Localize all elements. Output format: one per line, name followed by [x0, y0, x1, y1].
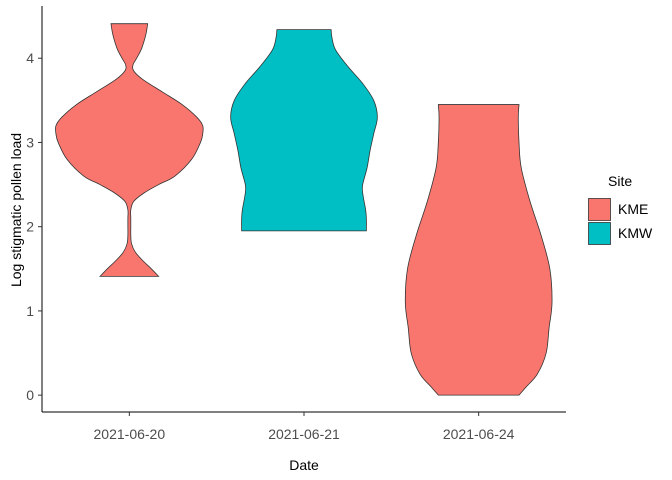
violin-2021-06-24-kme	[404, 104, 553, 396]
x-tick-label: 2021-06-24	[443, 426, 515, 442]
violin-2021-06-21-kmw	[230, 29, 378, 232]
x-tick-label: 2021-06-21	[268, 426, 340, 442]
legend: Site KME KMW	[588, 173, 653, 245]
legend-title: Site	[608, 173, 632, 189]
y-tick-label: 2	[26, 219, 34, 235]
y-tick-label: 1	[26, 303, 34, 319]
legend-key-kme	[588, 198, 611, 221]
legend-key-kmw	[588, 222, 611, 245]
y-tick-label: 3	[26, 134, 34, 150]
x-axis-title: Date	[289, 457, 319, 473]
legend-label-kme: KME	[618, 201, 648, 217]
y-ticks: 0 1 2 3 4	[26, 50, 42, 403]
legend-label-kmw: KMW	[618, 225, 653, 241]
x-ticks: 2021-06-20 2021-06-21 2021-06-24	[94, 412, 515, 442]
y-axis-title: Log stigmatic pollen load	[8, 133, 24, 287]
legend-entries: KME KMW	[588, 198, 653, 245]
violins-layer	[55, 23, 553, 396]
violin-2021-06-20-kme	[55, 23, 204, 277]
y-tick-label: 0	[26, 387, 34, 403]
x-tick-label: 2021-06-20	[94, 426, 166, 442]
y-tick-label: 4	[26, 50, 34, 66]
